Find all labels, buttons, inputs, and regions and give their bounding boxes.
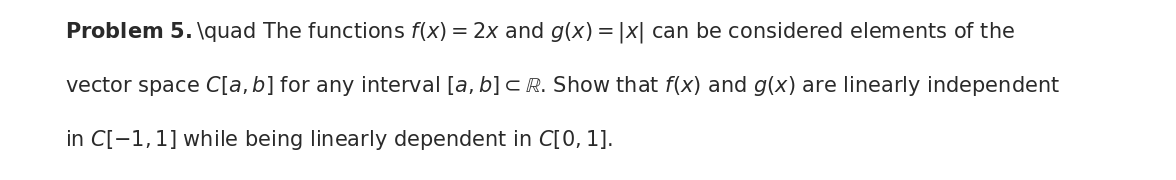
Text: $\mathbf{Problem\ 5.}$\quad The functions $f(x) = 2x$ and $g(x) = |x|$ can be co: $\mathbf{Problem\ 5.}$\quad The function… [65,20,1015,45]
Text: vector space $C[a,b]$ for any interval $[a,b] \subset \mathbb{R}$. Show that $f(: vector space $C[a,b]$ for any interval $… [65,74,1060,98]
Text: in $C[-1,1]$ while being linearly dependent in $C[0,1]$.: in $C[-1,1]$ while being linearly depend… [65,128,613,152]
